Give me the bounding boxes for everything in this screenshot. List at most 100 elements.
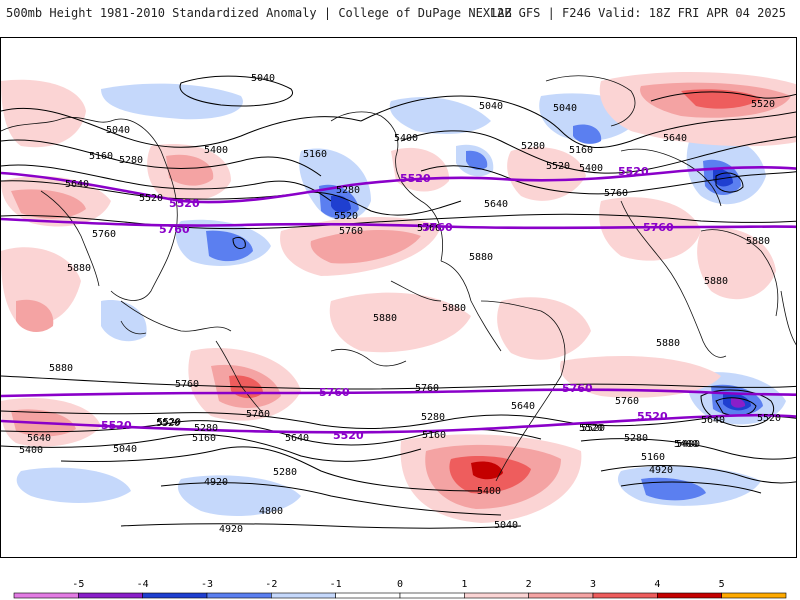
contour-label: 5880: [469, 252, 493, 263]
anomaly-pos1-region: [599, 197, 701, 261]
contour-label: 5640: [511, 401, 535, 412]
contour-label: 5040: [494, 520, 518, 531]
contour-label: 5040: [113, 444, 137, 455]
contour-label: 5520: [751, 99, 775, 110]
map-canvas: 5040 5040 5040 5160 5280 5400 5160 5040 …: [1, 71, 796, 535]
anomaly-neg1-region: [101, 300, 147, 342]
anomaly-neg2-region: [573, 124, 602, 144]
contour-label: 5880: [746, 236, 770, 247]
contour-label: 5880: [49, 363, 73, 374]
contour-label: 5160: [641, 452, 665, 463]
contour-label: 5640: [701, 415, 725, 426]
anomaly-pos1-region: [497, 297, 591, 360]
anomaly-colorbar: -5 -4 -3 -2 -1 0 1 2 3 4 5: [13, 579, 787, 599]
contour-label: 5520: [579, 423, 603, 434]
anomaly-pos1-region: [329, 292, 471, 353]
colorbar-segment: [721, 592, 787, 599]
key-contour-label-group: 5520 5520 5760 5760 5520 5520 5760 5760 …: [101, 165, 674, 442]
anomaly-pos1-region: [1, 79, 86, 148]
contour-label: 5880: [442, 303, 466, 314]
colorbar-segment: [592, 592, 658, 599]
contour-label: 5040: [553, 103, 577, 114]
contour-label: 5280: [336, 185, 360, 196]
anomaly-neg2-region: [641, 477, 706, 501]
colorbar-tick-label: -4: [137, 579, 149, 590]
anomaly-pos1-region: [697, 227, 776, 300]
contour-label: 5520: [757, 413, 781, 424]
contour-label: 5400: [19, 445, 43, 456]
contour-label: 5160: [89, 151, 113, 162]
key-contour-label: 5760: [562, 382, 593, 395]
anomaly-pos4-region: [471, 461, 503, 480]
coastlines: [1, 75, 796, 482]
colorbar-tick-label: 2: [526, 579, 532, 590]
key-contour-label: 5760: [643, 221, 674, 234]
colorbar-tick-label: 3: [590, 579, 596, 590]
contour-label: 5400: [477, 486, 501, 497]
colorbar-tick-label: 5: [719, 579, 725, 590]
contour-label: 5760: [415, 383, 439, 394]
key-contour-label: 5520: [333, 429, 364, 442]
contour-label: 5400: [674, 439, 698, 450]
anomaly-neg1-region: [101, 83, 243, 120]
key-contour-label: 5520: [169, 197, 200, 210]
contour-label: 5040: [251, 73, 275, 84]
contour-label: 5760: [604, 188, 628, 199]
key-contour-label: 5760: [319, 386, 350, 399]
contour-label: 5400: [394, 133, 418, 144]
colorbar-segment: [271, 592, 336, 599]
contour-label: 5520: [156, 418, 180, 429]
negative-anomalies: [16, 83, 786, 516]
anomaly-neg2-region: [466, 150, 488, 170]
contour-label: 5880: [67, 263, 91, 274]
contour-label: 5760: [92, 229, 116, 240]
colorbar-tick-label: 0: [397, 579, 403, 590]
colorbar-tick-label: 4: [654, 579, 660, 590]
contour-label: 5400: [204, 145, 228, 156]
contour-label: 4800: [259, 506, 283, 517]
colorbar-segment: [335, 592, 401, 599]
contour-label: 5280: [273, 467, 297, 478]
colorbar-segment: [13, 592, 79, 599]
contour-label: 5640: [285, 433, 309, 444]
anomaly-neg4-region: [731, 397, 746, 408]
colorbar-segment: [528, 592, 594, 599]
contour-label-group: 5040 5040 5040 5160 5280 5400 5160 5040 …: [19, 73, 781, 535]
contour-label: 5400: [676, 439, 700, 450]
contour-label: 5760: [615, 396, 639, 407]
anomaly-pos2-region: [166, 154, 214, 186]
contour-label: 5280: [421, 412, 445, 423]
contour-label: 5640: [484, 199, 508, 210]
positive-anomalies: [1, 71, 796, 523]
colorbar-segment: [657, 592, 722, 599]
anomaly-neg1-region: [16, 467, 131, 503]
colorbar-tick-label: -1: [330, 579, 342, 590]
contour-label: 5280: [624, 433, 648, 444]
colorbar-tick-label: -5: [72, 579, 84, 590]
contour-label: 5640: [65, 179, 89, 190]
map-title: 500mb Height 1981-2010 Standardized Anom…: [6, 6, 512, 20]
anomaly-pos2-region: [11, 189, 86, 219]
key-contour-label: 5520: [618, 165, 649, 178]
contour-label: 5760: [339, 226, 363, 237]
key-contour-label: 5520: [101, 419, 132, 432]
contour-label: 5400: [579, 163, 603, 174]
key-contour-label: 5520: [400, 172, 431, 185]
contour-label: 5520: [546, 161, 570, 172]
contour-label: 5040: [479, 101, 503, 112]
colorbar-segment: [464, 592, 529, 599]
colorbar-tick-label: 1: [461, 579, 467, 590]
contour-label: 5520: [139, 193, 163, 204]
anomaly-pos1-region: [560, 356, 721, 398]
contour-label: 4920: [649, 465, 673, 476]
contour-label: 5520: [157, 417, 181, 428]
contour-label: 5280: [119, 155, 143, 166]
contour-label: 5040: [106, 125, 130, 136]
colorbar-segment: [399, 592, 465, 599]
key-contour-label: 5520: [637, 410, 668, 423]
contour-label: 5760: [246, 409, 270, 420]
colorbar-segment: [142, 592, 208, 599]
contour-label: 5280: [521, 141, 545, 152]
colorbar-segment: [206, 592, 272, 599]
contour-label: 4920: [204, 477, 228, 488]
